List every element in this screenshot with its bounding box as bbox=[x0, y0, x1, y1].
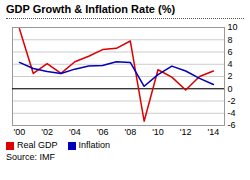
svg-text:'02: '02 bbox=[41, 127, 53, 137]
svg-text:-6: -6 bbox=[228, 120, 236, 130]
svg-text:2: 2 bbox=[228, 71, 233, 81]
svg-text:'12: '12 bbox=[180, 127, 192, 137]
html-text:Source: IMF: Source: IMF bbox=[6, 152, 55, 162]
svg-text:6: 6 bbox=[228, 47, 233, 57]
svg-text:0: 0 bbox=[228, 84, 233, 94]
svg-text:'14: '14 bbox=[208, 127, 220, 137]
svg-text:'08: '08 bbox=[124, 127, 136, 137]
svg-text:8: 8 bbox=[228, 35, 233, 45]
svg-text:4: 4 bbox=[228, 59, 233, 69]
svg-text:10: 10 bbox=[228, 22, 238, 32]
html-text:Real GDP: Real GDP bbox=[17, 140, 58, 150]
svg-text:'00: '00 bbox=[14, 127, 26, 137]
svg-text:'04: '04 bbox=[69, 127, 81, 137]
svg-text:'10: '10 bbox=[152, 127, 164, 137]
svg-text:-4: -4 bbox=[228, 108, 236, 118]
svg-text:'06: '06 bbox=[97, 127, 109, 137]
html-text:Inflation: Inflation bbox=[78, 140, 110, 150]
html-text:GDP Growth & Inflation Rate (%: GDP Growth & Inflation Rate (%) bbox=[6, 3, 176, 15]
svg-text:-2: -2 bbox=[228, 96, 236, 106]
